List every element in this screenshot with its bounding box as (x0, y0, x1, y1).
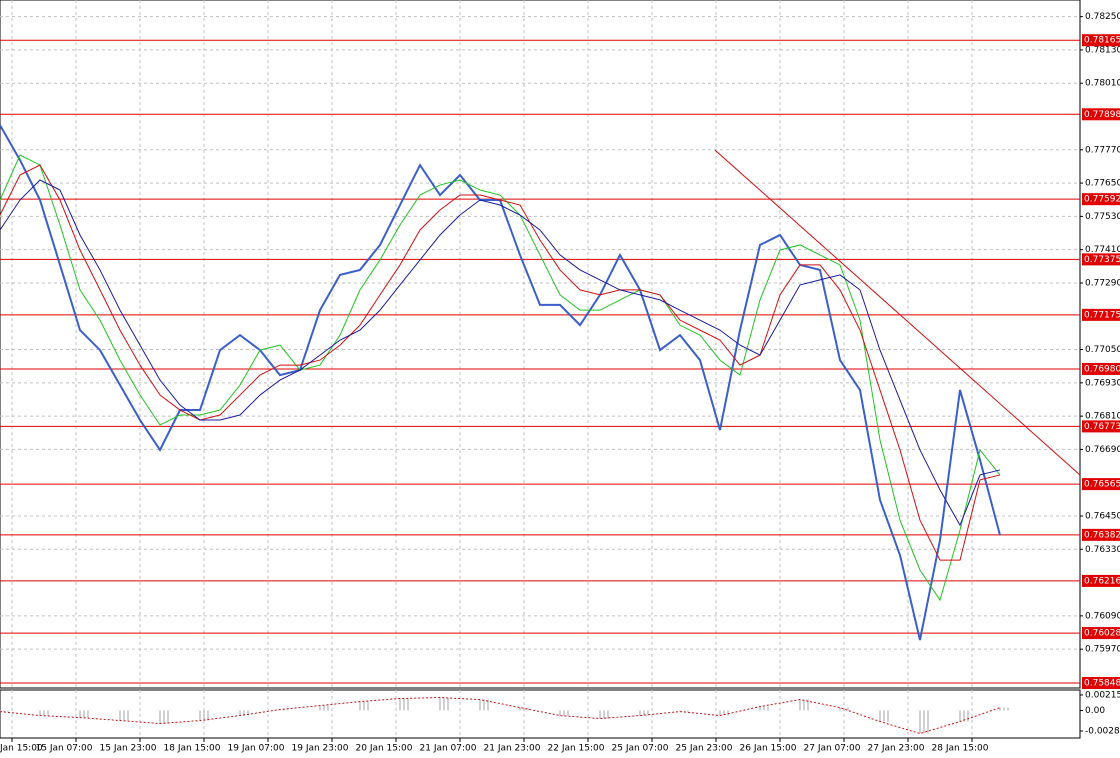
x-tick-label: 22 Jan 15:00 (548, 744, 605, 754)
y-tick-label: 0.78250 (1085, 12, 1120, 22)
indicator-panel (0, 689, 1081, 739)
level-label-box (1082, 108, 1120, 121)
price-panel (0, 0, 1081, 689)
x-tick-label: 27 Jan 23:00 (868, 744, 925, 754)
series-line (0, 179, 1001, 527)
level-label-box (1082, 308, 1120, 321)
level-label-box (1082, 478, 1120, 491)
y-tick-label: 0.77650 (1085, 179, 1120, 189)
x-tick-label: 25 Jan 23:00 (676, 744, 733, 754)
x-tick-label: 15 Jan 07:00 (36, 744, 93, 754)
trendline (714, 149, 1081, 476)
level-label-box (1082, 677, 1120, 690)
y-tick-label: 0.78130 (1085, 45, 1120, 55)
x-tick-label: 20 Jan 15:00 (356, 744, 413, 754)
y-tick-label: 0.77410 (1085, 245, 1120, 255)
y-tick-label: 0.76690 (1085, 445, 1120, 455)
x-tick-label: 28 Jan 15:00 (932, 744, 989, 754)
y-tick-label: 0.76330 (1085, 545, 1120, 555)
indicator-tick-label: 0.00 (1085, 706, 1105, 716)
level-label: 0.76216 (1084, 576, 1120, 586)
level-label: 0.77175 (1084, 310, 1120, 320)
level-label: 0.76565 (1084, 480, 1120, 490)
level-label: 0.77898 (1084, 110, 1120, 120)
y-tick-label: 0.76090 (1085, 611, 1120, 621)
level-label: 0.76773 (1084, 422, 1120, 432)
y-tick-label: 0.76810 (1085, 412, 1120, 422)
y-tick-label: 0.77530 (1085, 212, 1120, 222)
x-tick-label: 19 Jan 23:00 (292, 744, 349, 754)
level-label: 0.76028 (1084, 629, 1120, 639)
indicator-tick-label: 0.002153 (1085, 690, 1120, 700)
y-tick-label: 0.75970 (1085, 645, 1120, 655)
level-label-box (1082, 528, 1120, 541)
level-label: 0.77592 (1084, 195, 1120, 205)
level-label-box (1082, 627, 1120, 640)
x-tick-label: 15 Jan 23:00 (100, 744, 157, 754)
indicator-tick-label: -0.00282 (1085, 726, 1120, 736)
y-tick-label: 0.77770 (1085, 145, 1120, 155)
y-tick-label: 0.77050 (1085, 345, 1120, 355)
x-tick-label: 27 Jan 07:00 (804, 744, 861, 754)
y-tick-label: 0.77290 (1085, 278, 1120, 288)
y-tick-label: 0.76450 (1085, 512, 1120, 522)
x-tick-label: 21 Jan 07:00 (420, 744, 477, 754)
x-tick-label: 18 Jan 15:00 (164, 744, 221, 754)
level-label-box (1082, 420, 1120, 433)
level-label-box (1082, 574, 1120, 587)
series-line (0, 154, 1001, 602)
series-line (0, 164, 1001, 561)
y-tick-label: 0.76930 (1085, 378, 1120, 388)
level-label-box (1082, 193, 1120, 206)
x-tick-label: Jan 15:00 (0, 744, 43, 754)
x-tick-label: 21 Jan 23:00 (484, 744, 541, 754)
x-tick-label: 25 Jan 07:00 (612, 744, 669, 754)
level-label-box (1082, 253, 1120, 266)
x-tick-label: 26 Jan 15:00 (740, 744, 797, 754)
x-tick-label: 19 Jan 07:00 (228, 744, 285, 754)
level-label: 0.78165 (1084, 36, 1120, 46)
y-tick-label: 0.78010 (1085, 79, 1120, 89)
level-label: 0.75848 (1084, 679, 1120, 689)
level-label-box (1082, 34, 1120, 47)
level-label: 0.76382 (1084, 530, 1120, 540)
level-label-box (1082, 362, 1120, 375)
level-label: 0.76980 (1084, 364, 1120, 374)
level-label: 0.77375 (1084, 255, 1120, 265)
